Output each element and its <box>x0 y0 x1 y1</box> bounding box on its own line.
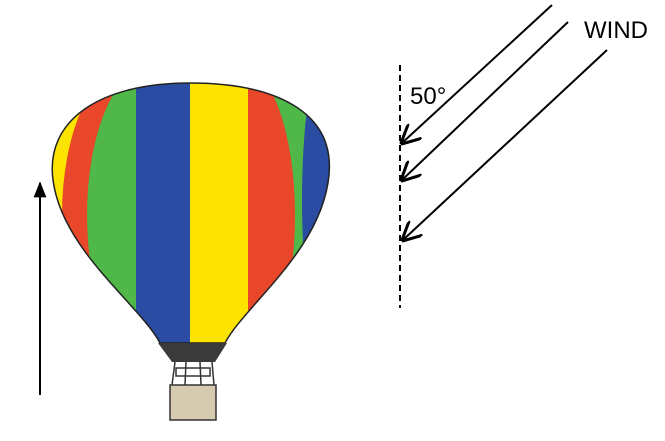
wind-arrow <box>403 50 607 240</box>
ropes <box>172 362 214 385</box>
balloon-neck <box>158 343 227 362</box>
wind-label: WIND <box>584 17 648 44</box>
balloon-envelope <box>40 65 340 365</box>
basket <box>170 385 216 420</box>
diagram: 50° WIND <box>0 0 665 441</box>
wind-arrows <box>402 5 607 240</box>
angle-label: 50° <box>410 83 446 110</box>
